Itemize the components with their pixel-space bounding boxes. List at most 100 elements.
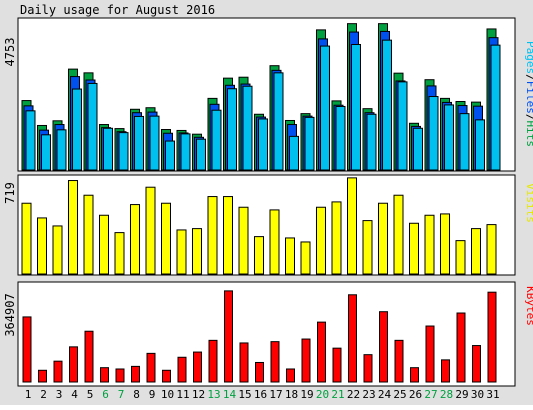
day-label: 27 <box>424 388 437 401</box>
kbytes-bar <box>332 347 342 383</box>
pages-bar <box>72 88 82 171</box>
kbytes-bar <box>394 339 404 383</box>
visits-bar <box>316 206 326 275</box>
day-label: 26 <box>409 388 422 401</box>
kbytes-bar <box>100 367 109 383</box>
visits-bar <box>424 214 435 275</box>
pages-bar <box>320 45 330 171</box>
kbytes-bar <box>115 368 125 383</box>
pages-bar <box>335 105 346 171</box>
kbytes-bar <box>193 351 202 383</box>
kbytes-bar <box>69 346 78 383</box>
visits-bar <box>238 206 249 275</box>
pages-bar <box>211 109 222 171</box>
visits-bar <box>176 229 187 275</box>
day-label: 22 <box>347 388 360 401</box>
visits-bar <box>409 222 419 275</box>
day-label: 20 <box>316 388 329 401</box>
visits-bar <box>21 202 32 275</box>
day-label: 5 <box>87 388 94 401</box>
kbytes-bar <box>363 354 373 383</box>
pages-bar <box>459 113 470 171</box>
pages-bar <box>242 85 253 171</box>
visits-bar <box>145 186 156 275</box>
kbytes-bar <box>38 369 47 383</box>
visits-bar <box>455 240 466 275</box>
pages-bar <box>56 129 67 171</box>
visits-bar <box>362 220 373 275</box>
visits-bar <box>378 202 388 275</box>
kbytes-bars <box>22 290 497 383</box>
pages-bar <box>227 88 237 171</box>
chart-title: Daily usage for August 2016 <box>20 3 215 17</box>
visits-bar <box>161 202 171 275</box>
kbytes-bar <box>177 356 187 383</box>
hits-legend: Pages/Files/Hits <box>524 41 533 147</box>
pages-bar <box>87 82 98 171</box>
kbytes-bar <box>472 345 481 383</box>
pages-bar <box>273 72 284 171</box>
visits-bar <box>192 228 202 275</box>
pages-bar <box>366 113 377 171</box>
pages-bar <box>118 132 129 171</box>
day-label: 17 <box>269 388 282 401</box>
day-label: 31 <box>486 388 499 401</box>
pages-bar <box>149 115 160 171</box>
visits-bar <box>37 217 47 275</box>
day-label: 29 <box>455 388 468 401</box>
visits-bar <box>285 237 295 275</box>
legend-pages: Pages <box>524 41 533 74</box>
legend-hits: Hits <box>524 121 533 148</box>
legend-visits: Visits <box>524 183 533 223</box>
hits-bars <box>21 23 501 171</box>
day-label: 10 <box>161 388 174 401</box>
visits-bar <box>471 228 481 275</box>
kbytes-bar <box>224 290 233 383</box>
visits-bar <box>486 224 497 275</box>
day-label: 12 <box>192 388 205 401</box>
visits-bar <box>68 180 78 275</box>
day-label: 28 <box>440 388 453 401</box>
day-label: 3 <box>56 388 63 401</box>
pages-bar <box>180 133 191 171</box>
pages-bar <box>428 96 439 171</box>
visits-bar <box>331 201 342 275</box>
day-label: 16 <box>254 388 267 401</box>
visits-bar <box>254 236 264 275</box>
kbytes-bar <box>208 339 218 383</box>
day-label: 15 <box>238 388 251 401</box>
pages-bar <box>165 140 175 171</box>
kbytes-bar <box>410 367 419 383</box>
pages-bar <box>134 115 144 171</box>
visits-bar <box>52 225 63 275</box>
kbytes-y-max-label: 364907 <box>3 293 17 336</box>
kbytes-bar <box>146 352 156 383</box>
pages-bar <box>289 135 299 171</box>
visits-bar <box>207 196 218 275</box>
kbytes-bar <box>162 369 171 383</box>
pages-bar <box>397 81 408 171</box>
pages-bar <box>25 110 36 171</box>
pages-bar <box>490 44 501 171</box>
legend-files: Files <box>524 81 533 114</box>
legend-kbytes: KBytes <box>524 286 533 326</box>
day-label: 1 <box>25 388 32 401</box>
day-label: 21 <box>331 388 344 401</box>
visits-bar <box>347 177 357 275</box>
visits-bar <box>99 214 109 275</box>
day-label: 2 <box>40 388 47 401</box>
hits-y-max-label: 4753 <box>3 38 17 67</box>
kbytes-bar <box>131 365 140 383</box>
day-label: 23 <box>362 388 375 401</box>
pages-bar <box>304 116 315 171</box>
kbytes-bar <box>441 359 450 383</box>
visits-bar <box>223 196 233 275</box>
kbytes-bar <box>270 341 280 383</box>
kbytes-bar <box>348 294 357 383</box>
kbytes-bar <box>239 342 249 383</box>
kbytes-bar <box>286 368 295 383</box>
pages-bar <box>196 138 206 171</box>
visits-bars <box>21 177 497 275</box>
